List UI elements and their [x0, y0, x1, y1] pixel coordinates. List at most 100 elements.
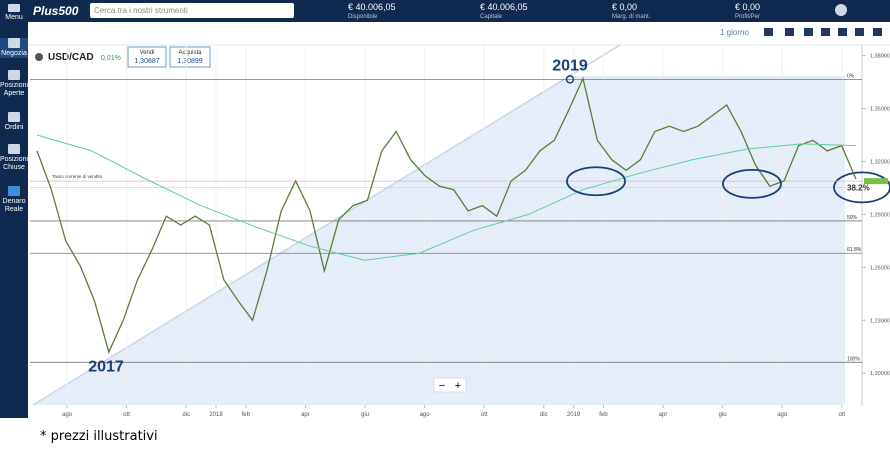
fib-label: 50%: [847, 215, 858, 221]
buy-label: Acquista: [178, 50, 202, 56]
tool[interactable]: [821, 28, 830, 36]
account-value: € 40.006,05: [480, 2, 528, 12]
menu-label: Negozia: [1, 50, 27, 57]
menu-label: Posizioni Chiuse: [0, 156, 29, 171]
x-tick-label: ott: [481, 412, 488, 418]
account-label: Profit/Per: [735, 14, 761, 20]
change: 0,01%: [101, 55, 121, 62]
x-tick-label: dic: [182, 412, 190, 418]
fib-label: 100%: [847, 356, 860, 362]
x-tick-label: feb: [242, 412, 251, 418]
y-tick-label: 1,29000: [870, 212, 890, 218]
zoom-box: [433, 377, 467, 393]
y-tick-label: 1,26000: [870, 265, 890, 271]
y-tick-label: 1,32000: [870, 159, 890, 165]
menu-item[interactable]: Posizioni Chiuse: [0, 144, 28, 172]
x-tick-label: apr: [301, 412, 310, 418]
buy-price: 1,30899: [177, 58, 202, 65]
top-bar: Plus500 Cerca tra i nostri strumenti € 4…: [0, 0, 890, 22]
sell-button[interactable]: [127, 46, 167, 68]
current-price-label: Tasso corrente di vendita: [52, 174, 103, 179]
x-tick-label: ago: [62, 412, 73, 418]
icon: [8, 38, 20, 48]
sidebar: Menu Negozia Posizioni Aperte Ordini Pos…: [0, 4, 28, 418]
moving-average: [36, 134, 857, 261]
x-tick-label: giu: [361, 412, 369, 418]
account-label: Disponibile: [348, 14, 378, 20]
menu-item[interactable]: Negozia: [0, 38, 28, 58]
logo: Plus500: [33, 4, 79, 18]
icon: [8, 4, 20, 12]
fib-label: 61.8%: [847, 247, 862, 253]
tool[interactable]: [873, 28, 882, 36]
x-tick-label: dic: [540, 412, 548, 418]
y-tick-label: 1,20000: [870, 371, 890, 377]
tool[interactable]: [804, 28, 813, 36]
menu-item[interactable]: Denaro Reale: [0, 186, 28, 214]
footnote: * prezzi illustrativi: [40, 429, 158, 444]
x-tick-label: 2019: [567, 412, 581, 418]
menu-item[interactable]: Menu: [0, 4, 28, 22]
menu-label: Menu: [5, 14, 23, 21]
menu-label: Posizioni Aperte: [0, 82, 29, 97]
account-label: Marg. di mant.: [612, 14, 651, 20]
account-value: € 40.006,05: [348, 2, 396, 12]
instrument-name: USD/CAD: [48, 52, 94, 63]
highlight-circle: [566, 166, 626, 197]
tool[interactable]: [855, 28, 864, 36]
price-tag: [864, 178, 888, 185]
y-tick-label: 1,23000: [870, 318, 890, 324]
search-box[interactable]: Cerca tra i nostri strumenti: [90, 3, 294, 18]
menu-label: Denaro Reale: [2, 198, 26, 213]
x-tick-label: feb: [599, 412, 608, 418]
x-tick-label: 2018: [209, 412, 223, 418]
account: € 0,00 Profit/Per: [735, 2, 760, 22]
account: € 40.006,05 Capitale: [480, 2, 528, 22]
highlight-circle: [722, 168, 782, 199]
zoom-out[interactable]: −: [439, 380, 445, 392]
shaded-area: [33, 76, 845, 405]
fib-label: 38.2%: [847, 183, 870, 192]
tool[interactable]: [764, 28, 773, 36]
y-tick-label: 1,38000: [870, 54, 890, 60]
tool[interactable]: [785, 28, 794, 36]
account-value: € 0,00: [612, 2, 638, 12]
menu-item[interactable]: Ordini: [0, 112, 28, 132]
x-tick-label: ago: [420, 412, 431, 418]
icon: [8, 144, 20, 154]
sell-label: Vendi: [139, 50, 154, 56]
globe-icon[interactable]: [835, 4, 847, 16]
x-tick-label: ago: [777, 412, 788, 418]
chart: USD/CAD 0,01% Vendi 1,30887 Acquista 1,3…: [28, 22, 890, 418]
marker: [565, 75, 575, 84]
icon: [8, 70, 20, 80]
x-tick-label: giu: [719, 412, 727, 418]
icon: [8, 112, 20, 122]
menu-item[interactable]: Posizioni Aperte: [0, 70, 28, 98]
account-value: € 0,00: [735, 2, 761, 12]
account-label: Capitale: [480, 14, 503, 20]
info-icon[interactable]: [35, 53, 43, 61]
x-tick-label: apr: [659, 412, 668, 418]
interval[interactable]: 1 giorno: [720, 28, 749, 37]
zoom-control: − +: [433, 377, 467, 393]
tool[interactable]: [838, 28, 847, 36]
fib-label: 0%: [847, 73, 855, 79]
x-tick-label: ott: [123, 412, 130, 418]
buy-button[interactable]: [169, 46, 211, 68]
highlight-circle: [833, 171, 890, 204]
annotation: 2017: [88, 358, 124, 375]
account: € 0,00 Marg. di mant.: [612, 2, 650, 22]
toolbar-icons: [764, 28, 882, 36]
x-tick-label: ott: [838, 412, 845, 418]
price-line: [36, 76, 857, 354]
zoom-in[interactable]: +: [455, 380, 461, 392]
annotation: 2019: [552, 57, 588, 74]
account: € 40.006,05 Disponibile: [348, 2, 396, 22]
y-tick-label: 1,35000: [870, 107, 890, 113]
icon: [8, 186, 20, 196]
trend-line: [32, 44, 621, 406]
sell-price: 1,30887: [134, 58, 159, 65]
menu-label: Ordini: [4, 124, 24, 131]
